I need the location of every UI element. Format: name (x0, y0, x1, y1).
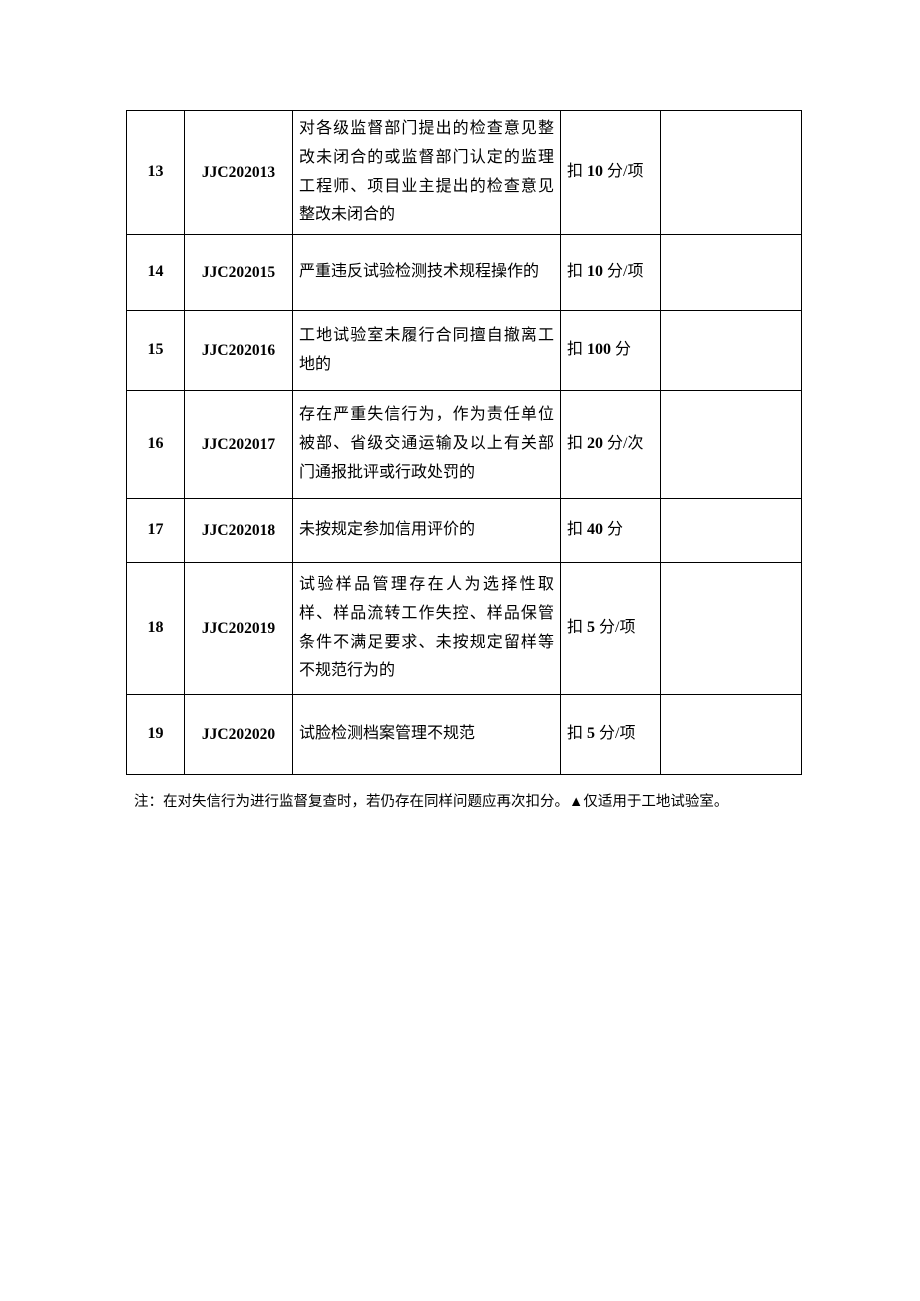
row-index: 18 (127, 563, 185, 695)
table-row: 17JJC202018未按规定参加信用评价的扣 40 分 (127, 499, 802, 563)
row-empty (661, 111, 802, 235)
row-desc: 试脸检测档案管理不规范 (293, 695, 561, 775)
row-empty (661, 563, 802, 695)
table-row: 15JJC202016工地试验室未履行合同擅自撤离工地的扣 100 分 (127, 311, 802, 391)
row-empty (661, 499, 802, 563)
row-code: JJC202013 (185, 111, 293, 235)
row-penalty: 扣 20 分/次 (561, 391, 661, 499)
row-empty (661, 695, 802, 775)
row-desc: 工地试验室未履行合同擅自撤离工地的 (293, 311, 561, 391)
row-desc: 存在严重失信行为，作为责任单位被部、省级交通运输及以上有关部门通报批评或行政处罚… (293, 391, 561, 499)
row-penalty: 扣 100 分 (561, 311, 661, 391)
row-desc: 严重违反试验检测技术规程操作的 (293, 235, 561, 311)
row-code: JJC202015 (185, 235, 293, 311)
row-code: JJC202016 (185, 311, 293, 391)
row-empty (661, 311, 802, 391)
row-penalty: 扣 10 分/项 (561, 235, 661, 311)
row-penalty: 扣 10 分/项 (561, 111, 661, 235)
table-row: 13JJC202013对各级监督部门提出的检查意见整改未闭合的或监督部门认定的监… (127, 111, 802, 235)
row-code: JJC202019 (185, 563, 293, 695)
row-index: 19 (127, 695, 185, 775)
table-row: 19JJC202020试脸检测档案管理不规范扣 5 分/项 (127, 695, 802, 775)
row-code: JJC202020 (185, 695, 293, 775)
row-index: 17 (127, 499, 185, 563)
row-index: 14 (127, 235, 185, 311)
row-desc: 未按规定参加信用评价的 (293, 499, 561, 563)
row-desc: 试验样品管理存在人为选择性取样、样品流转工作失控、样品保管条件不满足要求、未按规… (293, 563, 561, 695)
row-penalty: 扣 40 分 (561, 499, 661, 563)
penalty-table: 13JJC202013对各级监督部门提出的检查意见整改未闭合的或监督部门认定的监… (126, 110, 802, 775)
row-empty (661, 235, 802, 311)
row-code: JJC202017 (185, 391, 293, 499)
table-note: 注：在对失信行为进行监督复查时，若仍存在同样问题应再次扣分。▲仅适用于工地试验室… (126, 789, 802, 815)
row-desc: 对各级监督部门提出的检查意见整改未闭合的或监督部门认定的监理工程师、项目业主提出… (293, 111, 561, 235)
row-penalty: 扣 5 分/项 (561, 563, 661, 695)
row-index: 16 (127, 391, 185, 499)
row-penalty: 扣 5 分/项 (561, 695, 661, 775)
row-code: JJC202018 (185, 499, 293, 563)
table-row: 18JJC202019试验样品管理存在人为选择性取样、样品流转工作失控、样品保管… (127, 563, 802, 695)
row-index: 13 (127, 111, 185, 235)
table-row: 16JJC202017存在严重失信行为，作为责任单位被部、省级交通运输及以上有关… (127, 391, 802, 499)
table-row: 14JJC202015严重违反试验检测技术规程操作的扣 10 分/项 (127, 235, 802, 311)
row-empty (661, 391, 802, 499)
row-index: 15 (127, 311, 185, 391)
